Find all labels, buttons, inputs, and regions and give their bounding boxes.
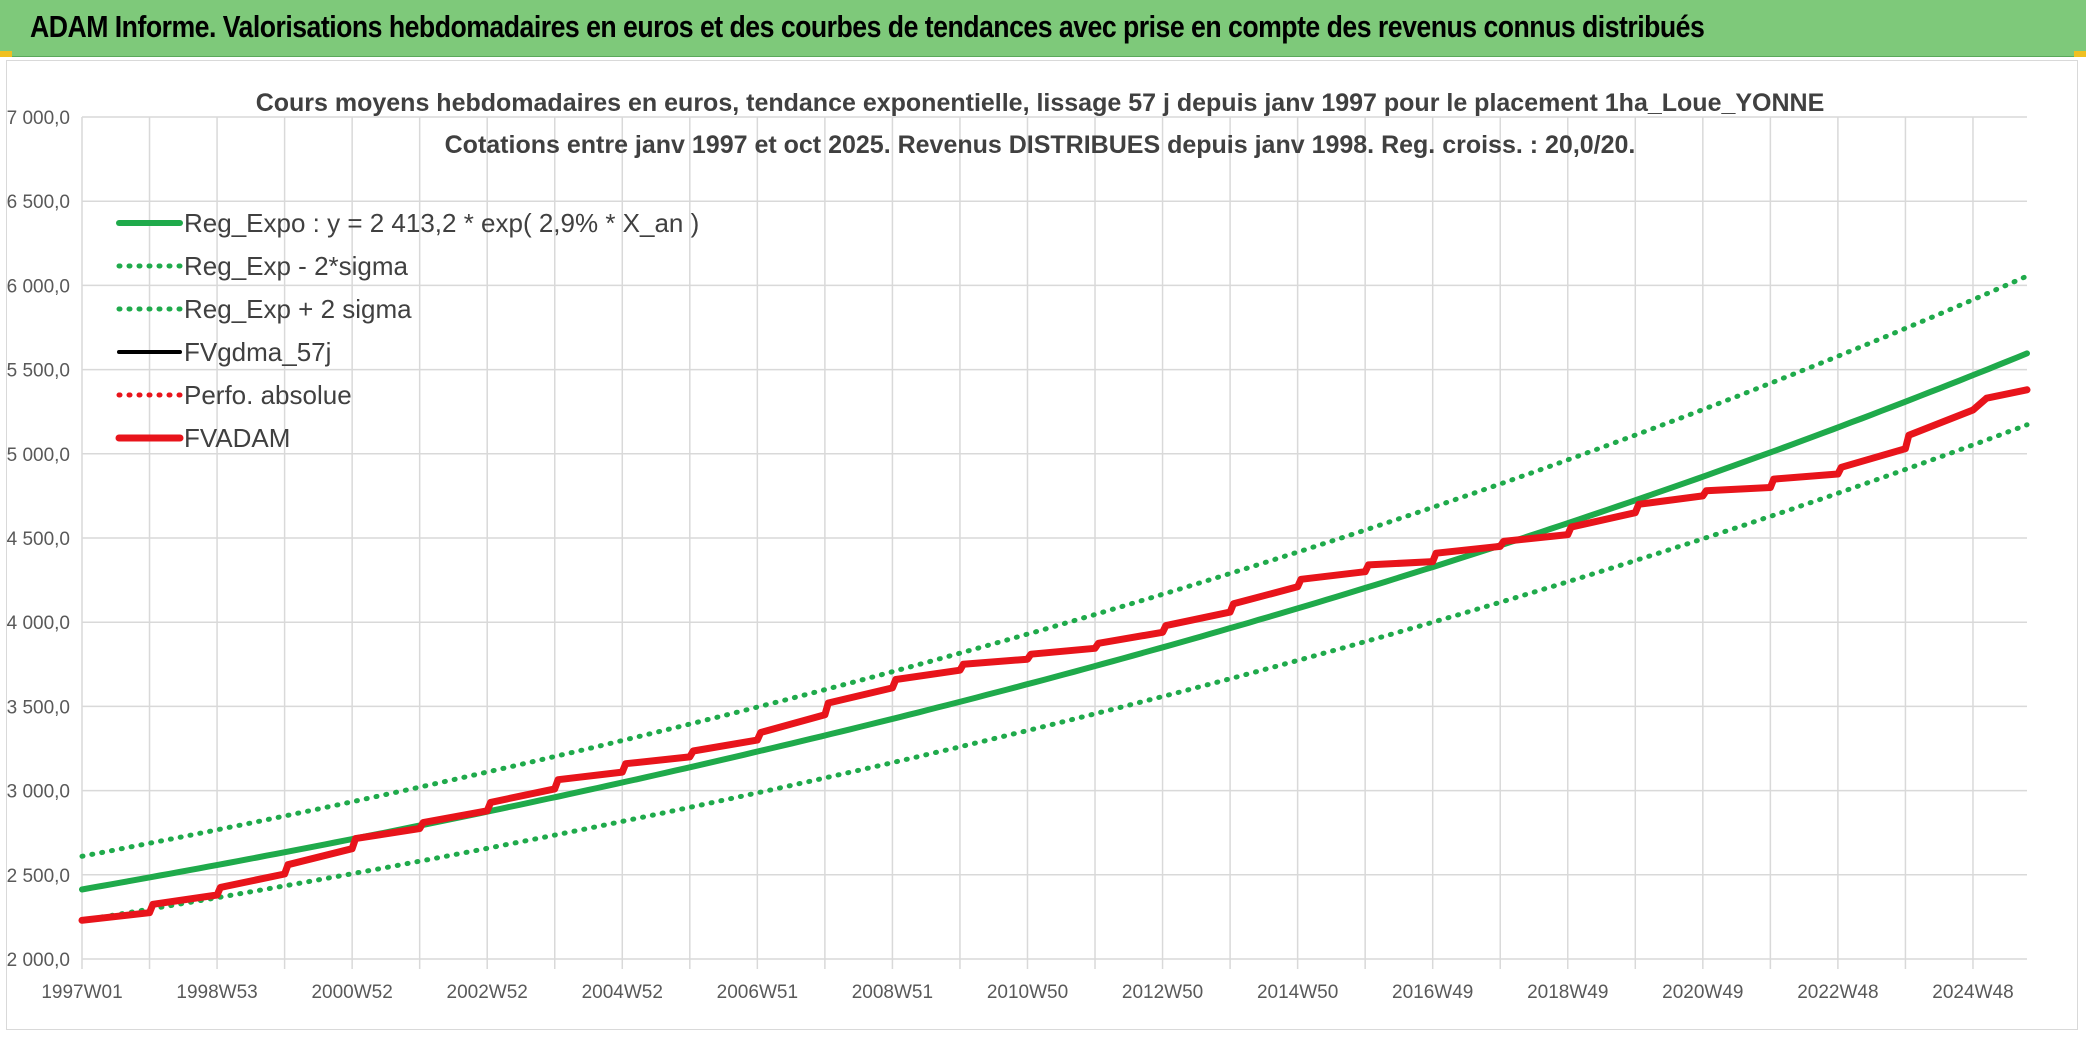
y-tick-label: 6 500,0 <box>7 192 70 213</box>
x-tick-label: 1998W53 <box>176 982 257 1003</box>
corner-mark-left <box>0 51 12 57</box>
y-tick-label: 6 000,0 <box>7 276 70 297</box>
y-tick-label: 4 500,0 <box>7 529 70 550</box>
x-tick-label: 2000W52 <box>311 982 392 1003</box>
x-tick-label: 2008W51 <box>852 982 933 1003</box>
x-tick-label: 2020W49 <box>1662 982 1743 1003</box>
x-tick-label: 2018W49 <box>1527 982 1608 1003</box>
x-tick-label: 2012W50 <box>1122 982 1203 1003</box>
x-tick-label: 1997W01 <box>41 982 122 1003</box>
x-tick-label: 2014W50 <box>1257 982 1338 1003</box>
series-line-0 <box>79 350 2030 893</box>
legend-label: Perfo. absolue <box>184 380 352 410</box>
legend-label: FVADAM <box>184 423 290 453</box>
series-line-4 <box>79 387 2030 923</box>
legend: Reg_Expo : y = 2 413,2 * exp( 2,9% * X_a… <box>115 208 699 453</box>
series-line-2 <box>79 273 2030 859</box>
x-tick-label: 2022W48 <box>1797 982 1878 1003</box>
chart-frame <box>6 60 2078 1030</box>
chart-subtitle: Cotations entre janv 1997 et oct 2025. R… <box>445 131 1636 159</box>
y-tick-label: 2 000,0 <box>7 950 70 971</box>
series-line-5 <box>78 386 2031 924</box>
x-tick-label: 2002W52 <box>447 982 528 1003</box>
legend-label: Reg_Exp - 2*sigma <box>184 251 409 281</box>
y-tick-label: 4 000,0 <box>7 613 70 634</box>
x-tick-label: 2016W49 <box>1392 982 1473 1003</box>
x-tick-label: 2006W51 <box>717 982 798 1003</box>
y-tick-label: 2 500,0 <box>7 866 70 887</box>
x-tick-label: 2024W48 <box>1932 982 2013 1003</box>
page-title: ADAM Informe. Valorisations hebdomadaire… <box>30 9 1705 44</box>
y-tick-label: 3 000,0 <box>7 782 70 803</box>
legend-label: Reg_Exp + 2 sigma <box>184 294 412 324</box>
y-axis: 2 000,0 2 500,0 3 000,0 3 500,0 4 000,0 4 500… <box>7 108 70 971</box>
page-header: ADAM Informe. Valorisations hebdomadaire… <box>0 0 2086 57</box>
x-tick-label: 2004W52 <box>582 982 663 1003</box>
legend-label: Reg_Expo : y = 2 413,2 * exp( 2,9% * X_a… <box>184 208 699 238</box>
series-line-1 <box>79 422 2030 923</box>
y-tick-label: 5 000,0 <box>7 445 70 466</box>
x-tick-label: 2010W50 <box>987 982 1068 1003</box>
series-group <box>78 273 2031 924</box>
corner-mark-right <box>2074 51 2086 57</box>
y-tick-label: 5 500,0 <box>7 361 70 382</box>
x-axis: 1997W01 1998W53 2000W52 2002W52 2004W52 2006W… <box>41 982 2013 1003</box>
y-tick-label: 7 000,0 <box>7 108 70 129</box>
gridlines <box>81 116 2027 969</box>
chart-title: Cours moyens hebdomadaires en euros, ten… <box>256 89 1825 117</box>
legend-label: FVgdma_57j <box>184 337 331 367</box>
y-tick-label: 3 500,0 <box>7 697 70 718</box>
